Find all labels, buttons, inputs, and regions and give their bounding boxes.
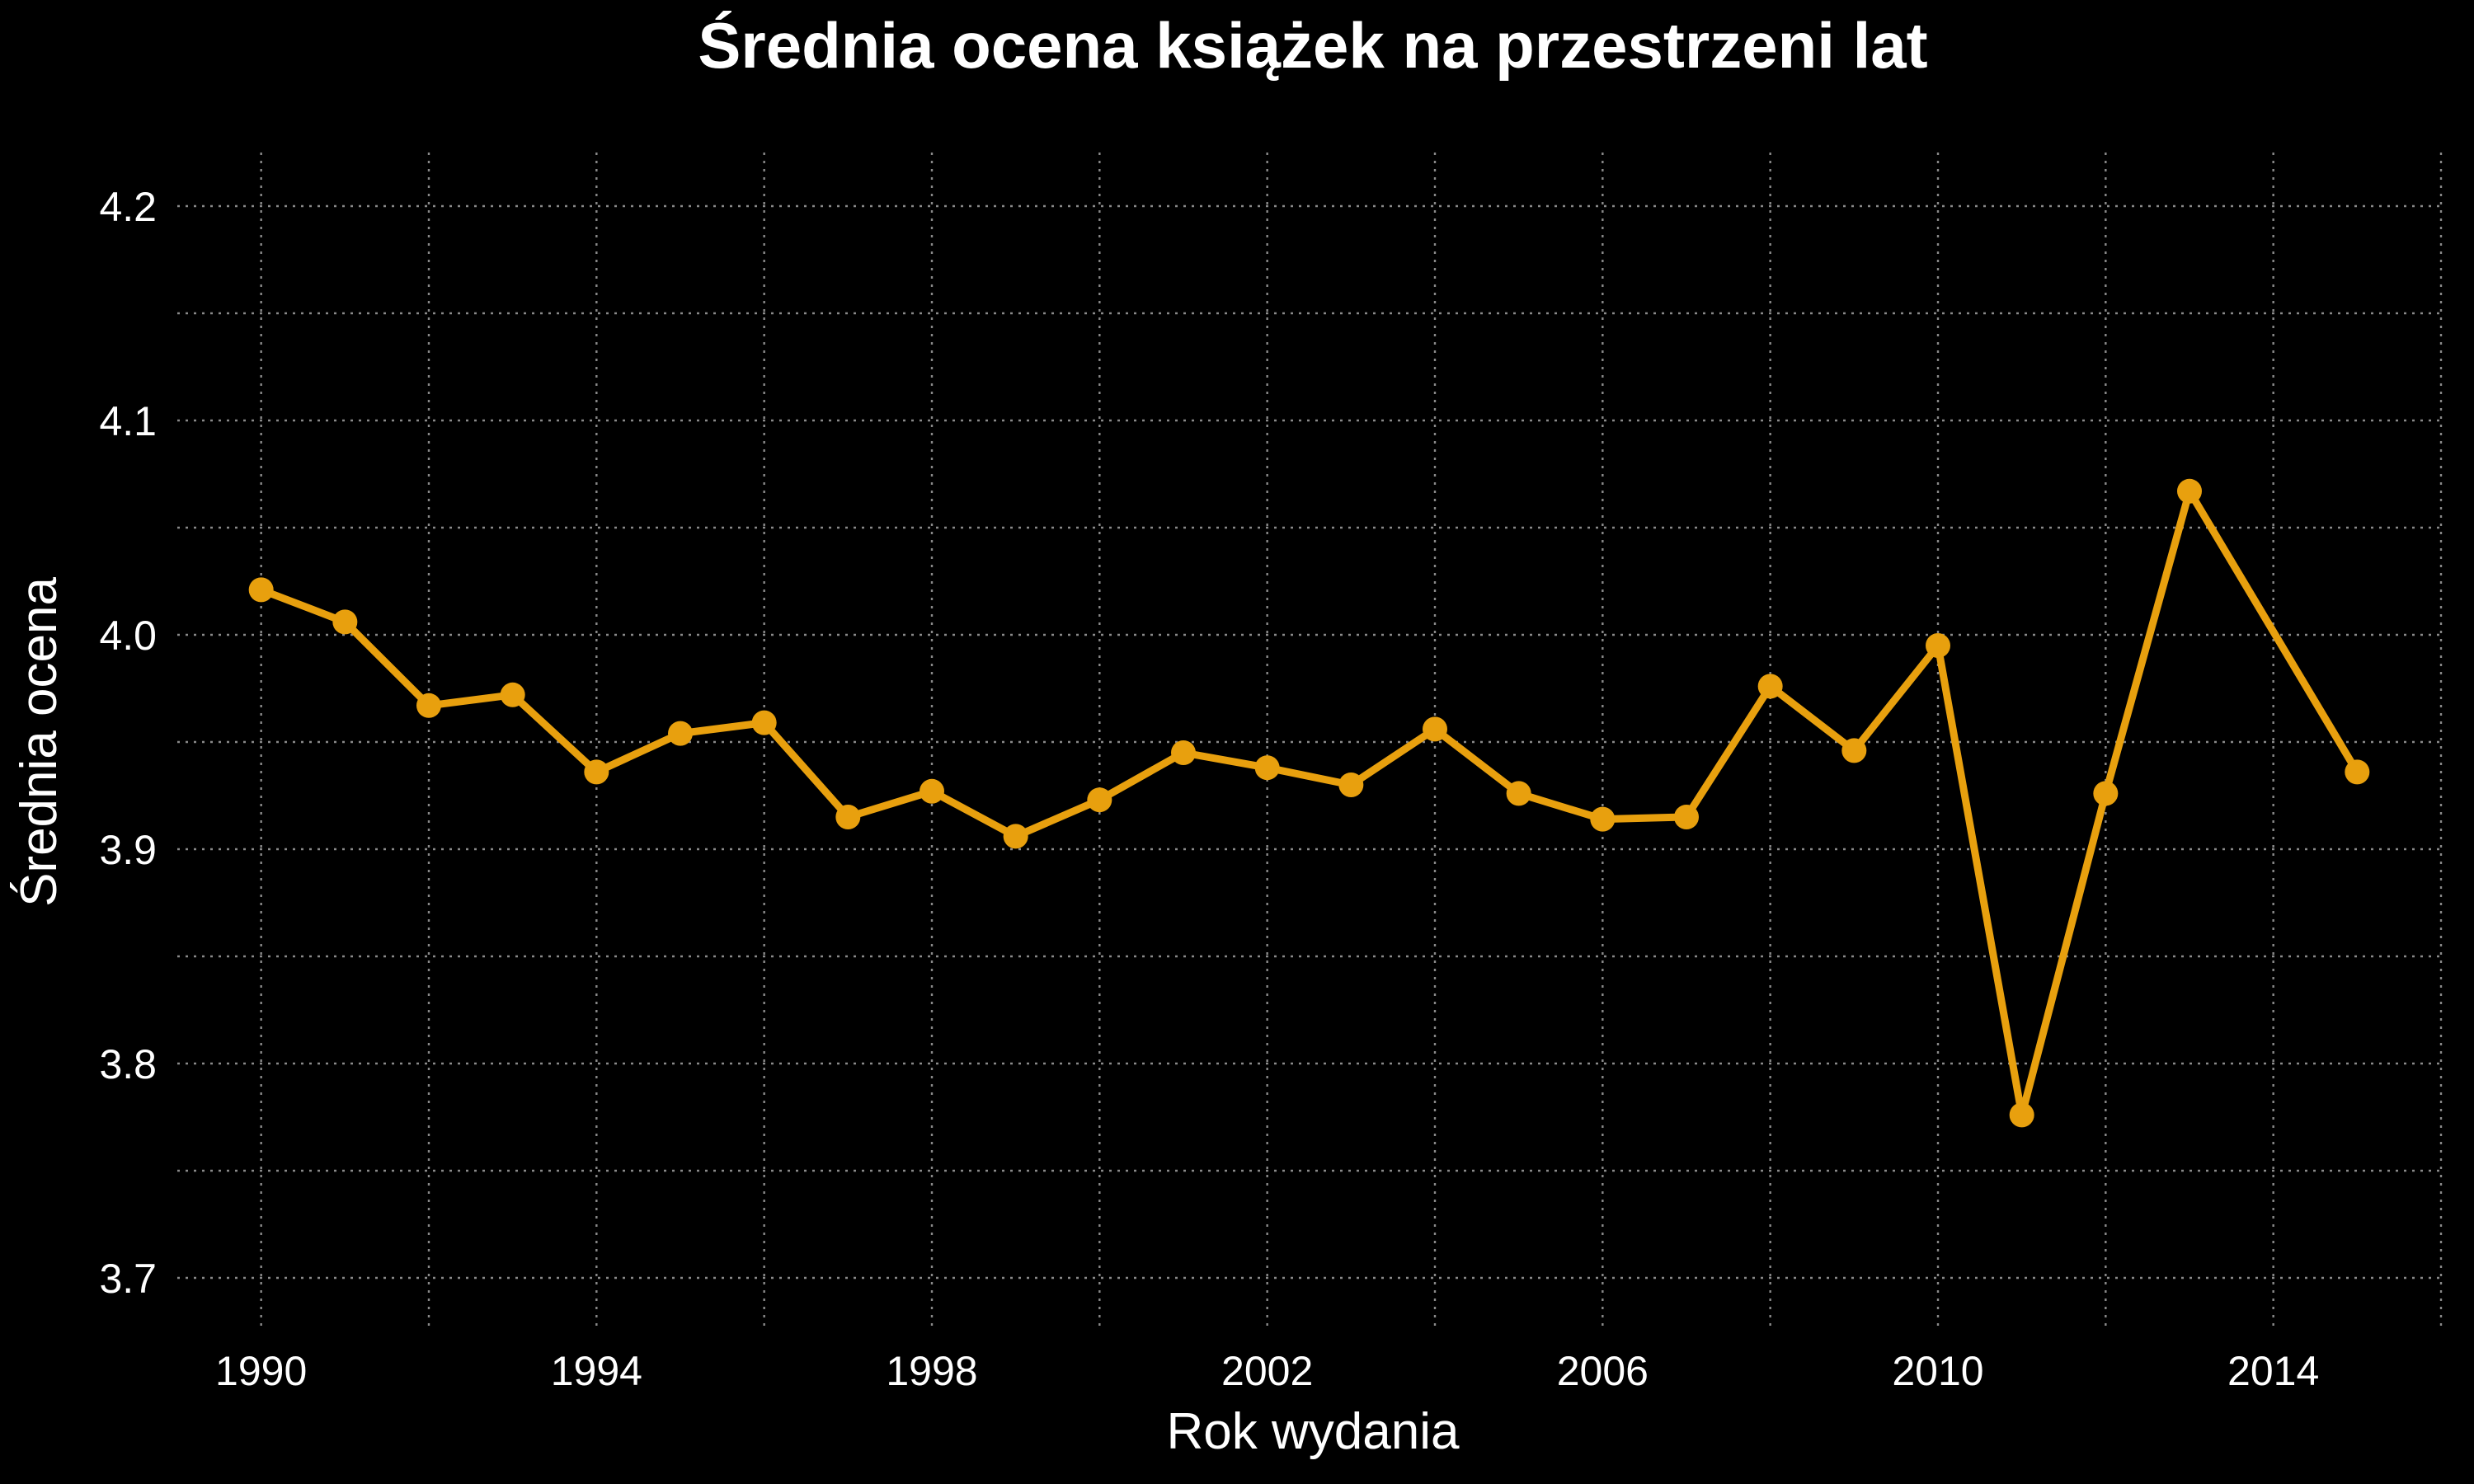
x-axis-label: Rok wydania — [1167, 1403, 1460, 1460]
data-point — [835, 805, 861, 829]
data-point — [1674, 805, 1699, 829]
data-point — [500, 682, 525, 707]
data-point — [1171, 740, 1196, 765]
data-point — [920, 778, 944, 804]
x-tick-label: 2014 — [2227, 1348, 2319, 1394]
data-point — [1841, 738, 1867, 763]
data-point — [2345, 759, 2370, 785]
data-point — [416, 693, 441, 718]
y-tick-label: 3.8 — [99, 1041, 157, 1087]
x-tick-label: 1990 — [215, 1348, 307, 1394]
data-point — [1254, 755, 1280, 781]
y-tick-label: 3.7 — [99, 1256, 157, 1302]
data-point — [1926, 633, 1950, 658]
x-tick-label: 1994 — [551, 1348, 642, 1394]
data-point — [1423, 716, 1447, 742]
x-tick-label: 1998 — [886, 1348, 977, 1394]
x-tick-label: 2010 — [1892, 1348, 1983, 1394]
tick-labels: 1990 1994 1998 2002 2006 2010 2014 3.7 3.8 3.9 4.0… — [99, 184, 2319, 1394]
y-tick-label: 3.9 — [99, 827, 157, 873]
data-point — [2093, 781, 2119, 806]
y-tick-label: 4.2 — [99, 184, 157, 230]
data-point — [1757, 674, 1783, 699]
data-point — [2009, 1102, 2034, 1128]
data-point — [248, 577, 274, 603]
data-point — [668, 721, 693, 746]
x-tick-label: 2002 — [1221, 1348, 1313, 1394]
data-point — [1003, 824, 1028, 849]
data-point — [2177, 478, 2202, 504]
grid — [177, 153, 2443, 1331]
data-point — [584, 759, 609, 785]
data-point — [1506, 781, 1531, 806]
y-tick-label: 4.0 — [99, 613, 157, 659]
data-point — [1590, 806, 1616, 832]
chart-title: Średnia ocena książek na przestrzeni lat — [698, 9, 1927, 82]
y-axis-label: Średnia ocena — [11, 577, 68, 907]
x-tick-label: 2006 — [1557, 1348, 1649, 1394]
series-layer — [248, 478, 2370, 1128]
data-point — [751, 710, 777, 735]
data-point — [332, 609, 358, 635]
data-point — [1087, 787, 1112, 813]
y-tick-label: 4.1 — [99, 398, 157, 444]
data-point — [1338, 773, 1364, 797]
